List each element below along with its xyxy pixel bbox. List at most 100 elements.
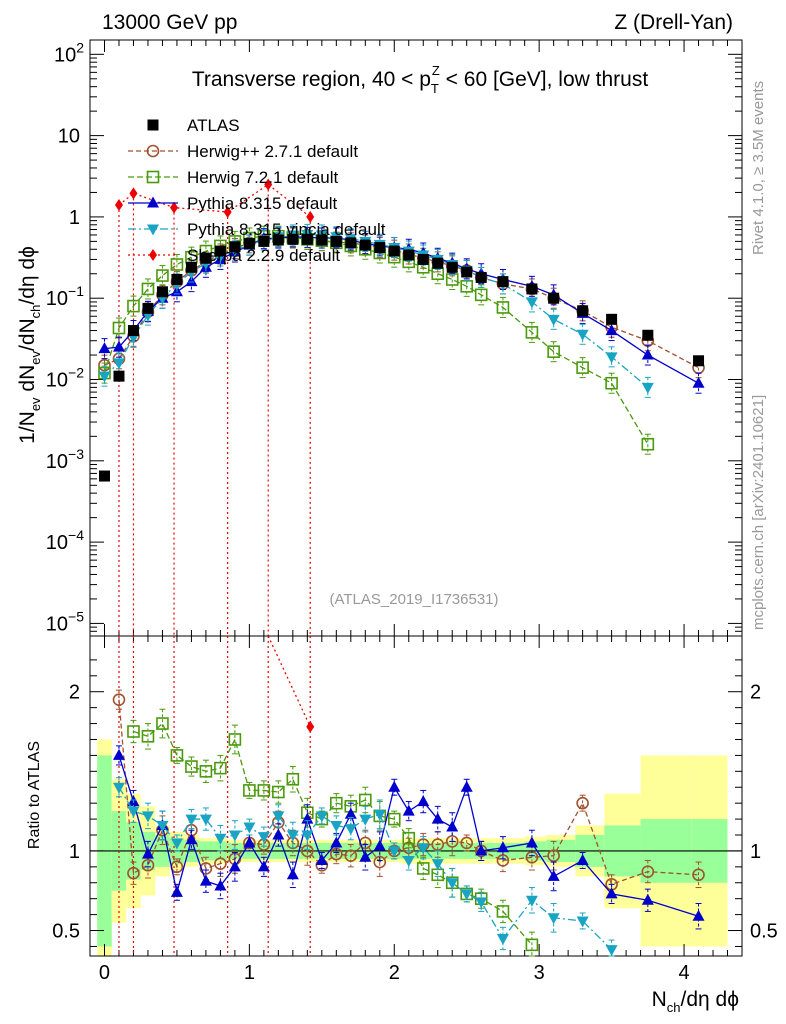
ratio-point bbox=[330, 836, 343, 848]
region-title-sub: T bbox=[431, 81, 439, 96]
ratio-point bbox=[525, 895, 538, 907]
ratio-point bbox=[243, 784, 256, 797]
ratio-point bbox=[387, 812, 401, 826]
atlas-data-point bbox=[287, 233, 299, 245]
ratio-point bbox=[475, 844, 488, 856]
ratio-point bbox=[402, 855, 415, 867]
ratio-point bbox=[199, 874, 212, 886]
main-plot-panel: 10−5 10−4 10−3 10−2 10−1 1 10 102 Transverse re… bbox=[46, 39, 743, 637]
ratio-series-pythia-8-315-vincia-default bbox=[112, 777, 618, 957]
legend-marker bbox=[147, 119, 159, 131]
ratio-point bbox=[547, 913, 560, 925]
atlas-data-point bbox=[171, 273, 183, 285]
atlas-data-point bbox=[461, 266, 473, 278]
ratio-point bbox=[641, 893, 654, 905]
series-point bbox=[185, 275, 198, 287]
series-point bbox=[547, 345, 560, 358]
ratio-point bbox=[605, 945, 618, 957]
ratio-point bbox=[301, 844, 314, 858]
ratio-point bbox=[605, 887, 618, 899]
ratio-point bbox=[141, 811, 154, 823]
atlas-data-point bbox=[432, 257, 444, 269]
ratio-point bbox=[170, 838, 183, 850]
ratio-point bbox=[496, 854, 510, 867]
x-tick-label: 2 bbox=[389, 962, 400, 984]
legend-label: Sherpa 2.2.9 default bbox=[187, 246, 340, 265]
ratio-plot-frame bbox=[89, 635, 743, 957]
legend-label: Pythia 8.315 default bbox=[187, 194, 338, 213]
ratio-point bbox=[156, 717, 169, 730]
series-point bbox=[576, 361, 589, 374]
series-point bbox=[98, 342, 111, 354]
ratio-point bbox=[692, 909, 705, 921]
ratio-point bbox=[272, 828, 285, 840]
ratio-y-tick-label-right: 2 bbox=[750, 682, 761, 704]
ratio-point bbox=[330, 796, 343, 810]
legend-label: ATLAS bbox=[187, 116, 240, 135]
atlas-data-point bbox=[548, 292, 560, 304]
ratio-point bbox=[286, 868, 299, 880]
ratio-point bbox=[417, 795, 430, 807]
ratio-point bbox=[475, 897, 488, 909]
mcplots-label: mcplots.cern.ch [arXiv:2401.10621] bbox=[750, 395, 767, 630]
atlas-data-point bbox=[258, 235, 270, 247]
ratio-point bbox=[417, 843, 430, 855]
series-point bbox=[641, 437, 655, 451]
legend-marker bbox=[149, 249, 157, 261]
legend-marker bbox=[147, 224, 159, 236]
ratio-point bbox=[127, 866, 140, 880]
ratio-point bbox=[243, 836, 256, 848]
ratio-series-herwig-7-2-1-default bbox=[127, 708, 539, 957]
legend-entry: Pythia 8.315 vincia default bbox=[128, 220, 386, 239]
series-point bbox=[264, 178, 273, 191]
main-y-tick-label: 1 bbox=[69, 207, 80, 229]
x-tick-label: 3 bbox=[534, 962, 545, 984]
ratio-point bbox=[373, 809, 386, 821]
ratio-point bbox=[416, 862, 430, 875]
ratio-point bbox=[286, 772, 300, 786]
series-point bbox=[170, 201, 179, 214]
ratio-point bbox=[127, 725, 140, 738]
legend-entry: Herwig 7.2.1 default bbox=[128, 168, 338, 187]
atlas-data-point bbox=[301, 233, 313, 245]
ratio-point bbox=[373, 855, 387, 869]
ratio-point bbox=[141, 729, 155, 743]
ratio-point bbox=[306, 720, 315, 733]
ratio-point bbox=[272, 785, 285, 799]
series-sherpa-2-2-9-default bbox=[114, 178, 315, 223]
ratio-y-tick-label-right: 0.5 bbox=[750, 921, 778, 943]
atlas-data-point bbox=[127, 325, 139, 337]
ratio-point bbox=[431, 812, 444, 824]
ratio-y-tick-label: 2 bbox=[69, 682, 80, 704]
legend-marker bbox=[146, 170, 160, 184]
ratio-point bbox=[243, 822, 256, 834]
ratio-point bbox=[127, 806, 140, 818]
series-point bbox=[641, 382, 654, 394]
atlas-data-point bbox=[606, 313, 618, 325]
atlas-data-point bbox=[156, 286, 168, 298]
legend-label: Pythia 8.315 vincia default bbox=[187, 220, 386, 239]
legend-entry: Sherpa 2.2.9 default bbox=[128, 246, 340, 265]
ratio-point bbox=[112, 782, 125, 794]
ratio-series-sherpa-2-2-9-default bbox=[267, 635, 315, 733]
ratio-point bbox=[576, 916, 589, 928]
series-point bbox=[474, 288, 488, 302]
series-point bbox=[605, 352, 618, 364]
ratio-point bbox=[344, 849, 358, 863]
x-axis-label-rest: /dη dϕ bbox=[681, 988, 739, 1011]
ratio-point bbox=[228, 733, 242, 746]
ratio-point bbox=[402, 804, 415, 816]
atlas-data-point bbox=[388, 245, 400, 257]
main-y-axis-label: 1/Nev dNev/dNch/dη dϕ bbox=[16, 246, 43, 444]
ratio-point bbox=[431, 838, 445, 851]
ratio-plot-panel: 0 1 2 3 4 0.5 0.5 1 1 2 2 bbox=[52, 635, 778, 984]
ratio-point bbox=[388, 780, 401, 792]
ratio-point bbox=[199, 814, 212, 826]
ratio-point bbox=[460, 780, 473, 792]
ratio-point bbox=[214, 879, 227, 891]
ratio-point bbox=[446, 820, 459, 832]
ratio-point bbox=[257, 784, 271, 797]
atlas-data-point bbox=[526, 283, 538, 295]
atlas-data-point bbox=[200, 252, 212, 264]
